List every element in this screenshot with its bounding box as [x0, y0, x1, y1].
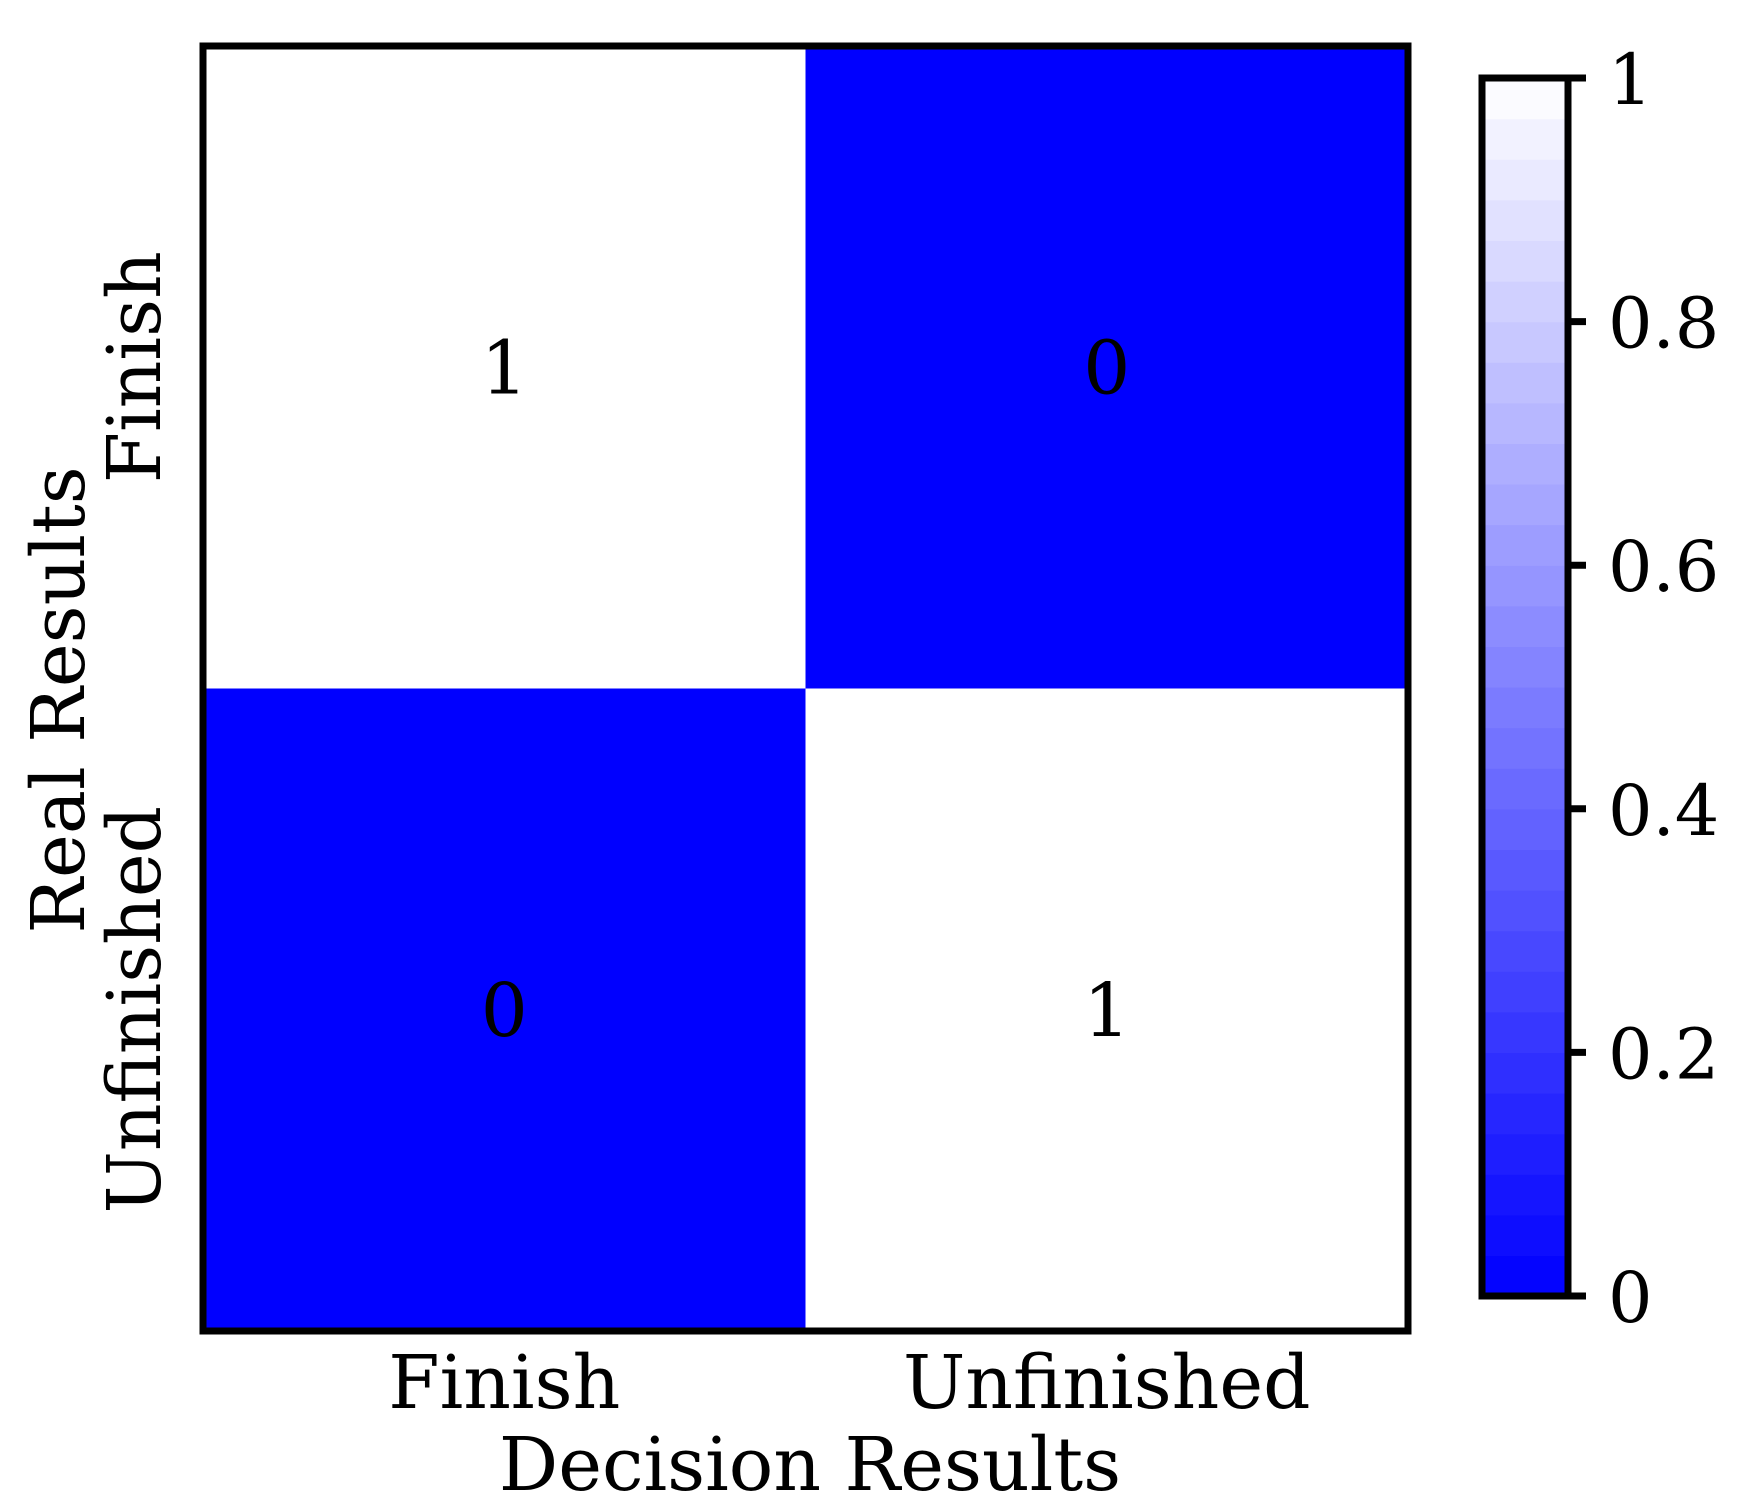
colorbar-band-15	[1482, 646, 1568, 688]
colorbar-band-9	[1482, 890, 1568, 932]
colorbar-band-19	[1482, 484, 1568, 526]
colorbar-band-24	[1482, 281, 1568, 323]
colorbar-band-1	[1482, 1214, 1568, 1256]
colorbar-band-29	[1482, 78, 1568, 120]
heatmap-cell-r1-c1	[805, 688, 1409, 1332]
colorbar-tick-label-5: 1	[1608, 39, 1653, 121]
colorbar-band-6	[1482, 1011, 1568, 1053]
colorbar-band-25	[1482, 240, 1568, 282]
cell-value-label-r1-c1: 1	[1083, 968, 1130, 1054]
colorbar-band-22	[1482, 362, 1568, 404]
colorbar-band-26	[1482, 199, 1568, 241]
heatmap-cell-r0-c0	[203, 46, 806, 689]
colorbar-tick-label-0: 0	[1608, 1257, 1653, 1339]
heatmap-cell-r0-c1	[805, 46, 1409, 689]
colorbar-band-13	[1482, 727, 1568, 769]
colorbar-band-21	[1482, 402, 1568, 444]
x-tick-label-1: Unfinished	[903, 1340, 1311, 1426]
y-tick-label-0: Finish	[92, 251, 178, 483]
colorbar-band-5	[1482, 1052, 1568, 1094]
cell-value-label-r0-c1: 0	[1083, 325, 1130, 411]
colorbar-band-23	[1482, 321, 1568, 363]
heatmap-cell-r1-c0	[203, 688, 806, 1332]
colorbar-band-7	[1482, 971, 1568, 1013]
cell-value-label-r1-c0: 0	[481, 968, 528, 1054]
colorbar-band-3	[1482, 1133, 1568, 1175]
colorbar-band-10	[1482, 849, 1568, 891]
heatmap-cell-labels: 1 0 0 1	[481, 325, 1131, 1054]
colorbar-tick-label-4: 0.8	[1608, 283, 1719, 365]
y-tick-label-1: Unfinished	[92, 806, 178, 1214]
colorbar	[1482, 78, 1568, 1297]
colorbar-band-0	[1482, 1255, 1568, 1297]
colorbar-band-14	[1482, 687, 1568, 729]
colorbar-frame	[1478, 74, 1572, 1300]
colorbar-band-28	[1482, 118, 1568, 160]
colorbar-tick-label-3: 0.6	[1608, 526, 1719, 608]
x-tick-label-0: Finish	[388, 1340, 620, 1426]
colorbar-band-18	[1482, 524, 1568, 566]
colorbar-band-2	[1482, 1174, 1568, 1216]
heatmap-cells	[203, 46, 1409, 1332]
colorbar-tick-label-1: 0.2	[1608, 1013, 1719, 1095]
plot-frame	[199, 42, 1412, 1335]
cell-value-label-r0-c0: 1	[481, 325, 528, 411]
colorbar-band-11	[1482, 808, 1568, 850]
colorbar-band-16	[1482, 605, 1568, 647]
x-axis-label: Decision Results	[499, 1422, 1121, 1506]
colorbar-band-27	[1482, 159, 1568, 201]
y-axis-label: Real Results	[16, 466, 102, 933]
colorbar-band-8	[1482, 930, 1568, 972]
colorbar-tick-label-2: 0.4	[1608, 770, 1719, 852]
x-tick-labels: Finish Unfinished	[388, 1340, 1310, 1426]
colorbar-band-4	[1482, 1093, 1568, 1135]
colorbar-band-20	[1482, 443, 1568, 485]
colorbar-band-12	[1482, 768, 1568, 810]
y-tick-labels: Finish Unfinished	[92, 251, 178, 1213]
colorbar-band-17	[1482, 565, 1568, 607]
colorbar-ticks: 0 0.2 0.4 0.6 0.8 1	[1568, 39, 1719, 1339]
